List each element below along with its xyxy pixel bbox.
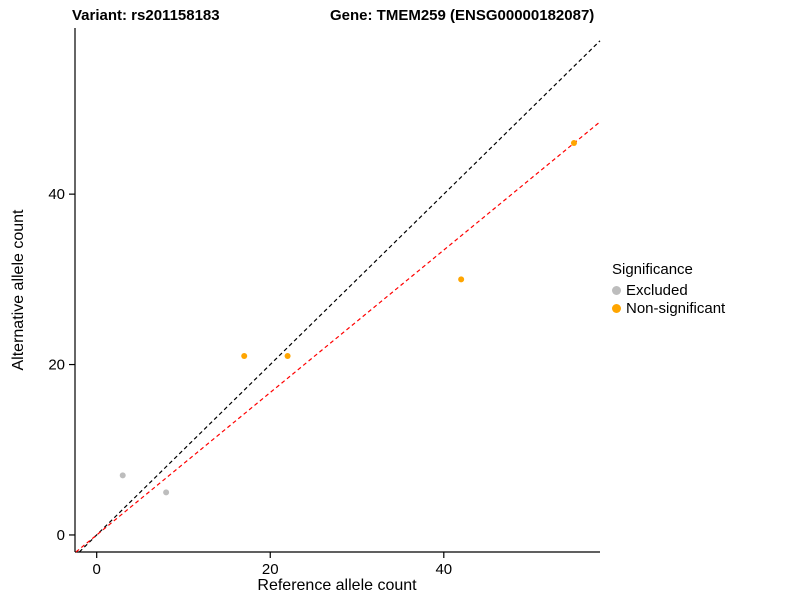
chart-title-variant: Variant: rs201158183 — [72, 7, 220, 24]
regression-line — [75, 121, 601, 553]
y-tick-label: 20 — [48, 357, 65, 374]
legend-item-nonsignificant: Non-significant — [612, 299, 725, 317]
data-point-excluded — [119, 472, 126, 479]
legend-title: Significance — [612, 261, 693, 278]
legend-label-nonsignificant: Non-significant — [626, 299, 726, 317]
data-point-non-significant — [458, 276, 465, 283]
legend-item-excluded: Excluded — [612, 281, 725, 299]
identity-line — [78, 40, 601, 553]
legend: Significance Excluded Non-significant — [612, 261, 725, 317]
chart-title-gene: Gene: TMEM259 (ENSG00000182087) — [330, 7, 595, 24]
x-tick-label: 0 — [93, 561, 101, 578]
legend-label-excluded: Excluded — [626, 281, 688, 299]
excluded-dot-icon — [612, 285, 621, 295]
y-axis-label: Alternative allele count — [10, 209, 27, 371]
x-axis-label: Reference allele count — [257, 577, 417, 594]
data-point-non-significant — [241, 353, 248, 360]
x-tick-label: 20 — [262, 561, 279, 578]
y-tick-label: 40 — [48, 186, 65, 203]
x-tick-label: 40 — [435, 561, 452, 578]
nonsignificant-dot-icon — [612, 303, 621, 313]
data-point-non-significant — [570, 140, 577, 147]
data-point-non-significant — [284, 353, 291, 360]
y-tick-label: 0 — [57, 527, 65, 544]
data-point-excluded — [163, 489, 170, 496]
